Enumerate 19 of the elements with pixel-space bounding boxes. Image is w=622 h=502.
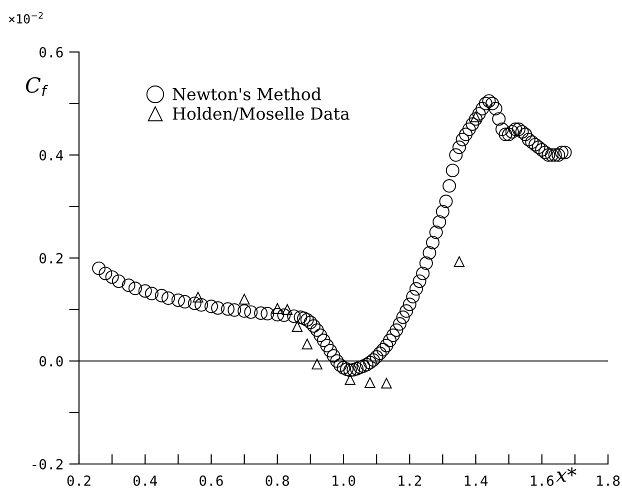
y-tick-label: 0.2 bbox=[40, 253, 63, 264]
x-tick-label: 1.4 bbox=[464, 476, 488, 486]
y-tick-label: 0.6 bbox=[40, 47, 63, 58]
x-tick-label: 1.8 bbox=[597, 475, 620, 486]
text: ×10$^{−2}$ bbox=[8, 12, 43, 24]
x-tick-label: 0.2 bbox=[67, 475, 90, 486]
x-tick-label: 0.6 bbox=[200, 475, 223, 486]
y-tick-label: 0.4 bbox=[40, 150, 64, 161]
x-tick-label: 1.0 bbox=[332, 475, 356, 486]
y-tick-label: -0.2 bbox=[32, 459, 63, 470]
x-tick-label: 0.8 bbox=[266, 475, 290, 486]
y-axis-title: C$_{f}$ bbox=[26, 77, 48, 96]
x-tick-label: 1.2 bbox=[398, 475, 421, 486]
x-axis-title: x* bbox=[556, 467, 576, 482]
y-tick-label: 0.0 bbox=[40, 356, 63, 367]
legend-label: Holden/Moselle Data bbox=[172, 106, 350, 122]
x-tick-label: 0.4 bbox=[133, 475, 158, 486]
x-tick-label: 1.6 bbox=[531, 475, 554, 486]
legend-label: Newton's Method bbox=[172, 88, 322, 100]
